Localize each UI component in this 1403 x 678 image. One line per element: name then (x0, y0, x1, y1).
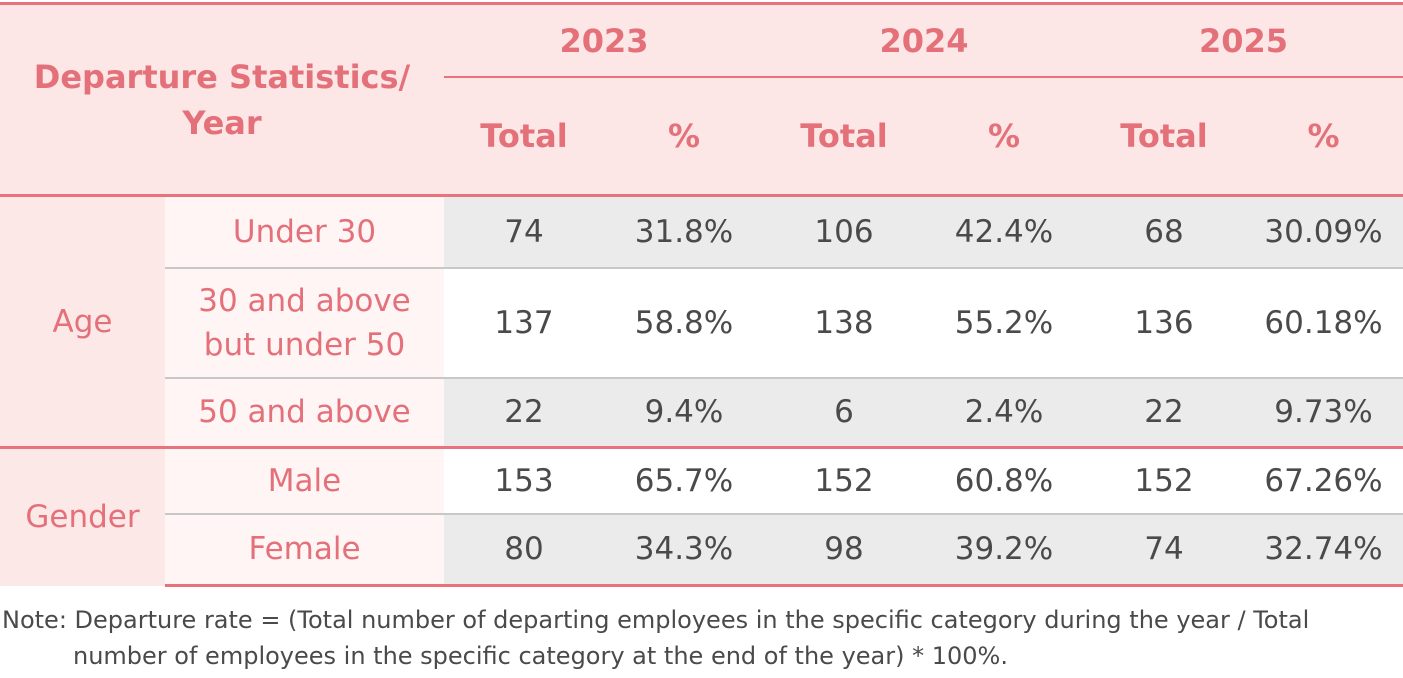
col-total-2025: Total (1084, 77, 1244, 197)
value-cell: 136 (1084, 266, 1244, 378)
table-row: Age Under 30 74 31.8% 106 42.4% 68 30.09… (0, 195, 1403, 448)
value-cell: 74 (444, 195, 604, 268)
table-row: Gender Male 153 65.7% 152 60.8% 152 67.2… (0, 446, 1403, 586)
value-cell: 32.74% (1244, 512, 1403, 587)
value-cell: 153 (444, 446, 604, 514)
value-cell: 9.73% (1244, 376, 1403, 448)
value-cell: 30.09% (1244, 195, 1403, 268)
value-cell: 106 (764, 195, 924, 268)
header-label-text: Departure Statistics/ Year (33, 57, 411, 142)
value-cell: 55.2% (924, 266, 1084, 378)
value-cell: 60.8% (924, 446, 1084, 514)
category-label-text: 30 and above but under 50 (198, 282, 411, 363)
footnote-line-1: Note: Departure rate = (Total number of … (2, 606, 1310, 634)
value-cell: 98 (764, 512, 924, 587)
value-cell: 67.26% (1244, 446, 1403, 514)
value-cell: 65.7% (604, 446, 764, 514)
col-total-2024: Total (764, 77, 924, 197)
year-2025-header: 2025 (1084, 2, 1403, 78)
category-label: Male (165, 446, 444, 514)
year-2024-header: 2024 (764, 2, 1084, 78)
value-cell: 31.8% (604, 195, 764, 268)
value-cell: 39.2% (924, 512, 1084, 587)
value-cell: 9.4% (604, 376, 764, 448)
value-cell: 22 (1084, 376, 1244, 448)
departure-statistics-table: Departure Statistics/ Year 2023 2024 202… (0, 2, 1403, 587)
footnote-line-2: number of employees in the specific cate… (73, 642, 1008, 670)
group-label-age: Age (0, 195, 165, 448)
value-cell: 6 (764, 376, 924, 448)
table-row: Female 80 34.3% 98 39.2% 74 32.74% (0, 512, 1403, 587)
year-2023-header: 2023 (444, 2, 764, 78)
value-cell: 137 (444, 266, 604, 378)
value-cell: 152 (1084, 446, 1244, 514)
table-row: 30 and above but under 50 137 58.8% 138 … (0, 266, 1403, 378)
col-pct-2025: % (1244, 77, 1403, 197)
value-cell: 80 (444, 512, 604, 587)
col-pct-2023: % (604, 77, 764, 197)
category-label: Under 30 (165, 195, 444, 268)
value-cell: 2.4% (924, 376, 1084, 448)
col-pct-2024: % (924, 77, 1084, 197)
value-cell: 22 (444, 376, 604, 448)
group-label-gender: Gender (0, 446, 165, 586)
value-cell: 74 (1084, 512, 1244, 587)
value-cell: 152 (764, 446, 924, 514)
footnote: Note: Departure rate = (Total number of … (2, 602, 1402, 674)
value-cell: 138 (764, 266, 924, 378)
value-cell: 68 (1084, 195, 1244, 268)
table-row: 50 and above 22 9.4% 6 2.4% 22 9.73% (0, 376, 1403, 448)
header-label: Departure Statistics/ Year (0, 2, 444, 197)
value-cell: 34.3% (604, 512, 764, 587)
value-cell: 60.18% (1244, 266, 1403, 378)
category-label: Female (165, 512, 444, 587)
category-label: 30 and above but under 50 (165, 266, 444, 378)
value-cell: 58.8% (604, 266, 764, 378)
col-total-2023: Total (444, 77, 604, 197)
value-cell: 42.4% (924, 195, 1084, 268)
category-label: 50 and above (165, 376, 444, 448)
